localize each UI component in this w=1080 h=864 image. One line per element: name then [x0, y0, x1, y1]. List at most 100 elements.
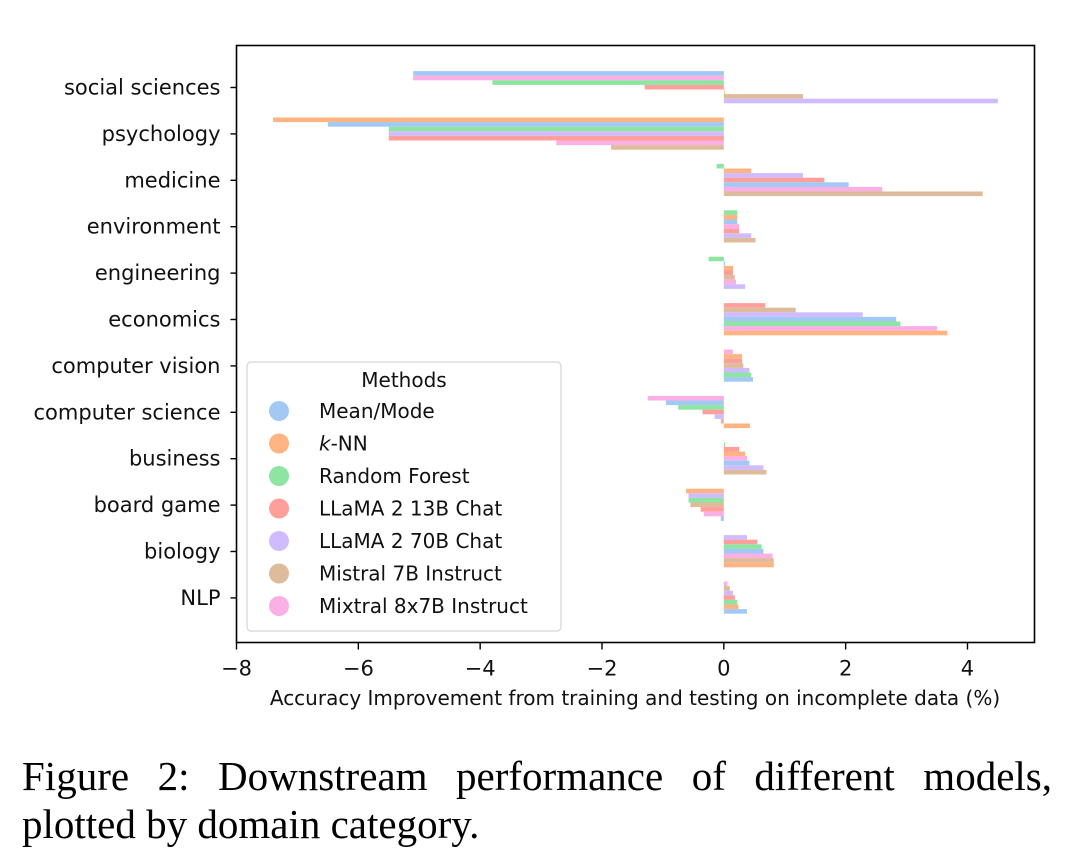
legend: Methods Mean/Mode k-NN Random Forest LLaMA … [246, 361, 562, 632]
bar-group [413, 71, 998, 104]
bar [492, 80, 724, 85]
bar [723, 363, 744, 368]
x-tick-label: −8 [221, 657, 252, 681]
x-tick-label: 0 [717, 657, 730, 681]
bar [723, 261, 726, 266]
legend-marker [269, 433, 289, 454]
bar [723, 609, 747, 614]
bar [413, 75, 724, 81]
bar [723, 312, 863, 317]
bar [723, 321, 901, 327]
bar [716, 163, 724, 169]
bar [708, 256, 724, 262]
bar [690, 502, 724, 508]
bar [723, 98, 998, 104]
bar-group [723, 581, 747, 614]
bar [703, 511, 724, 517]
bar [720, 418, 724, 424]
bar [702, 409, 724, 415]
bar [723, 316, 897, 322]
bar [723, 548, 764, 554]
bar [723, 330, 948, 336]
legend-entry: LLaMA 2 70B Chat [269, 529, 502, 553]
bar [388, 126, 724, 132]
legend-entry: Mistral 7B Instruct [269, 562, 502, 586]
bar [714, 414, 724, 419]
legend-marker [269, 498, 289, 519]
y-tick-label: computer science [34, 400, 221, 424]
bar [723, 326, 938, 331]
plot-frame [235, 44, 1036, 644]
bar [723, 460, 750, 466]
y-tick-label: medicine [124, 168, 220, 192]
bar-group [273, 117, 724, 150]
bar [413, 71, 724, 76]
bar [723, 186, 883, 192]
bar [723, 446, 740, 452]
y-tick-label: psychology [102, 122, 221, 146]
bar [723, 372, 752, 378]
bar [723, 284, 746, 289]
x-axis: −8 −6 −4 −2 0 2 4 [221, 642, 974, 681]
x-axis-label: Accuracy Improvement from training and t… [270, 686, 1000, 710]
bar [723, 191, 983, 197]
bar [723, 581, 728, 587]
legend-entry: Mean/Mode [269, 399, 435, 423]
x-tick-label: 4 [961, 657, 974, 681]
legend-label: Random Forest [319, 464, 470, 488]
x-tick-label: −2 [587, 657, 618, 681]
y-tick-label: engineering [95, 261, 221, 285]
bar [611, 145, 724, 150]
figure-caption: Figure 2: Downstream performance of diff… [22, 753, 1052, 847]
bar [678, 405, 724, 410]
bar [723, 367, 750, 373]
bar [723, 544, 762, 549]
bar [723, 604, 739, 610]
bar [723, 224, 740, 229]
bar [688, 493, 724, 498]
legend-label: LLaMA 2 13B Chat [319, 497, 502, 521]
bar-group [723, 210, 756, 243]
bar [723, 94, 804, 99]
bar [723, 456, 747, 461]
bar [688, 497, 724, 503]
legend-entry: Random Forest [269, 464, 470, 488]
bar [723, 423, 751, 429]
legend-box [246, 361, 562, 632]
bar [723, 233, 752, 238]
bar-group [723, 442, 767, 475]
bar [723, 265, 733, 271]
bar [723, 89, 725, 95]
y-axis: social sciences psychology medicine environ… [34, 76, 237, 610]
y-tick-label: biology [144, 540, 220, 564]
bar [556, 140, 724, 146]
legend-label: Mean/Mode [319, 399, 435, 423]
bar [723, 595, 735, 600]
legend-entries: Mean/Mode k-NN Random Forest LLaMA 2 13B Ch… [269, 399, 528, 618]
bar [723, 219, 738, 225]
legend-label: Mistral 7B Instruct [319, 562, 502, 586]
bar [723, 303, 766, 308]
bar [700, 507, 724, 512]
bar-group [686, 488, 724, 521]
bar [723, 307, 796, 313]
bars-layer [273, 71, 998, 614]
bar-group [723, 349, 754, 382]
bar [388, 131, 724, 136]
bar-group [708, 256, 746, 289]
bar-group [716, 163, 983, 197]
bar [647, 395, 724, 401]
bar [723, 275, 735, 280]
bar [723, 173, 804, 178]
legend-entry: LLaMA 2 13B Chat [269, 497, 502, 521]
x-tick-label: −6 [343, 657, 374, 681]
bar [723, 228, 740, 234]
bar [723, 349, 733, 355]
bar [723, 553, 773, 559]
bar [723, 535, 747, 540]
bar [723, 451, 746, 457]
bar [723, 214, 738, 220]
y-tick-label: board game [94, 493, 221, 517]
bar [723, 539, 758, 545]
legend-marker [269, 531, 289, 551]
